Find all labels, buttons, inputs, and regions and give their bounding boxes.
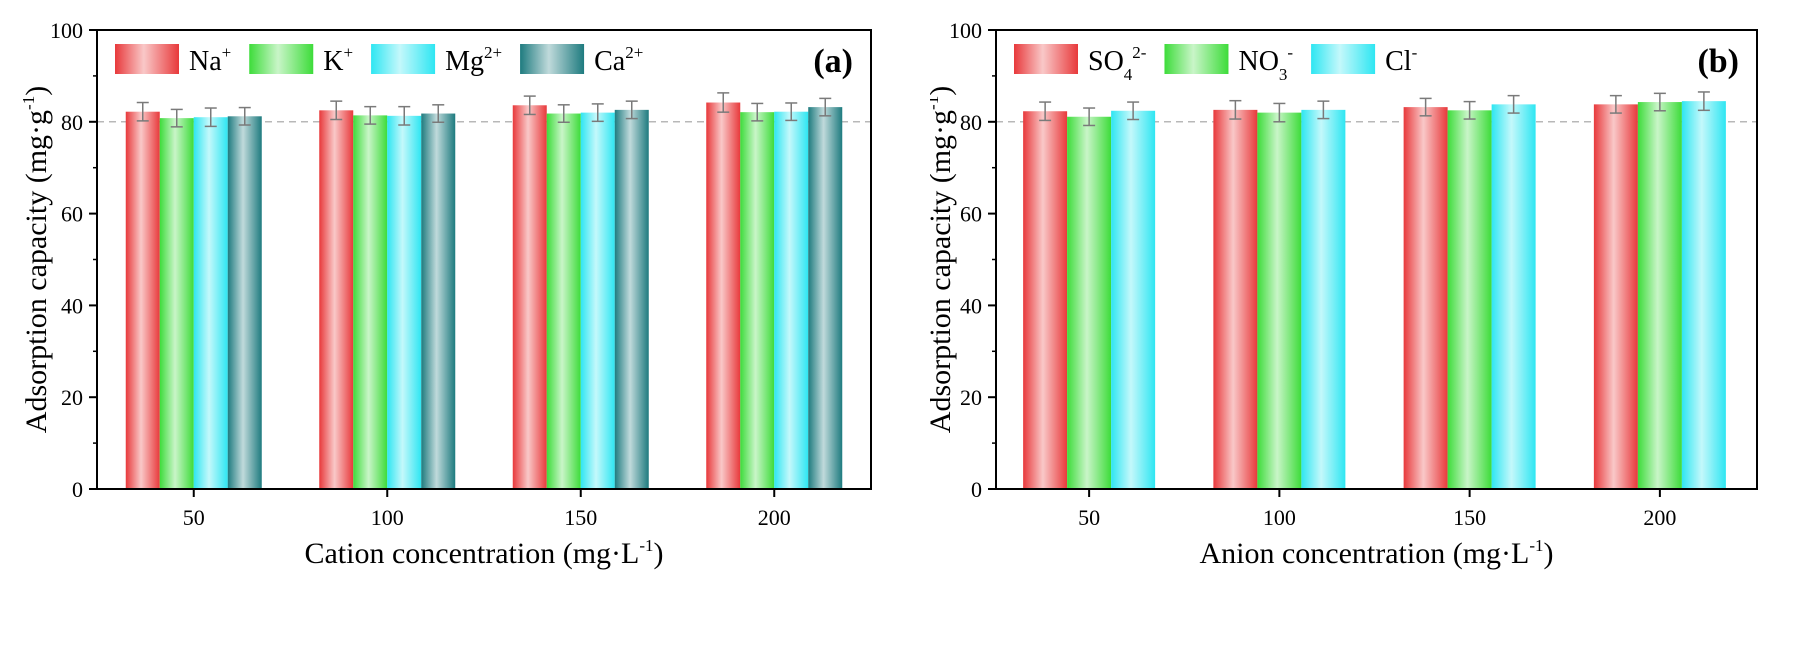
y-tick-label: 100 xyxy=(50,18,83,43)
bar-ca-50 xyxy=(227,116,262,490)
chart-b: 50 100 150 200 0 20 40 60 80 100 Anion concentrati… xyxy=(930,18,1758,570)
y-tick-label: 0 xyxy=(72,477,83,502)
bar-no-150 xyxy=(1447,110,1492,489)
chart-panel-b: 50 100 150 200 0 20 40 60 80 100 Anion concentrati… xyxy=(930,0,1809,653)
bar-ca-150 xyxy=(614,109,649,489)
bar-k-200 xyxy=(740,112,775,489)
y-tick-label: 60 xyxy=(61,202,83,227)
bar-so-100 xyxy=(1213,109,1258,489)
y-tick-label: 20 xyxy=(960,385,982,410)
bar-cl-50 xyxy=(1111,110,1156,489)
chart-panel-a: 50 100 150 200 0 20 40 60 80 100 Cation concentrat… xyxy=(19,18,872,570)
legend-label: Ca2+ xyxy=(594,43,643,77)
legend-swatch xyxy=(371,44,436,74)
bar-mg-50 xyxy=(193,117,228,490)
chart-a: 50 100 150 200 0 20 40 60 80 100 Cation concentrat… xyxy=(19,18,872,570)
bar-no-50 xyxy=(1067,116,1112,489)
legend-swatch xyxy=(1164,44,1229,74)
y-tick-label: 0 xyxy=(971,477,982,502)
bar-no-200 xyxy=(1637,102,1682,490)
legend-label: Mg2+ xyxy=(445,43,502,77)
x-tick-label: 50 xyxy=(183,505,205,530)
x-tick-label: 50 xyxy=(1078,505,1100,530)
y-tick-label: 80 xyxy=(61,110,83,135)
bar-k-100 xyxy=(353,115,388,490)
y-axis-title: Adsorption capacity (mg·g-1) xyxy=(930,86,957,433)
bar-k-50 xyxy=(159,118,194,490)
bar-no-100 xyxy=(1257,112,1302,490)
legend-swatch xyxy=(249,44,314,74)
bar-cl-100 xyxy=(1301,109,1346,489)
legend-swatch xyxy=(1311,44,1376,74)
bar-na-200 xyxy=(706,102,741,489)
x-tick-label: 200 xyxy=(758,505,791,530)
legend-swatch xyxy=(115,44,179,74)
legend-label: NO3- xyxy=(1238,43,1293,84)
x-tick-label: 150 xyxy=(564,505,597,530)
x-axis-title: Anion concentration (mg·L-1) xyxy=(1199,536,1553,570)
legend-label: SO42- xyxy=(1088,43,1147,84)
legend-label: K+ xyxy=(323,43,353,77)
y-tick-label: 40 xyxy=(61,293,83,318)
bar-na-100 xyxy=(319,110,354,489)
panel-label: (a) xyxy=(813,43,853,80)
y-axis-title: Adsorption capacity (mg·g-1) xyxy=(19,86,53,433)
x-tick-label: 100 xyxy=(1263,505,1296,530)
bar-na-150 xyxy=(512,105,547,489)
bar-so-50 xyxy=(1023,111,1068,490)
y-tick-label: 40 xyxy=(960,293,982,318)
legend-swatch xyxy=(520,44,585,74)
bar-cl-200 xyxy=(1681,101,1726,490)
y-tick-label: 100 xyxy=(949,18,982,43)
y-tick-label: 60 xyxy=(960,202,982,227)
bar-k-150 xyxy=(546,113,581,490)
x-tick-label: 200 xyxy=(1643,505,1676,530)
x-axis-title: Cation concentration (mg·L-1) xyxy=(304,536,663,570)
bar-ca-200 xyxy=(808,107,843,489)
y-tick-label: 20 xyxy=(61,385,83,410)
bar-so-200 xyxy=(1593,104,1638,489)
bar-cl-150 xyxy=(1491,104,1536,489)
panel-label: (b) xyxy=(1697,43,1739,80)
bar-so-150 xyxy=(1403,107,1448,489)
bar-mg-200 xyxy=(774,111,809,490)
bar-mg-100 xyxy=(387,115,422,489)
legend-swatch xyxy=(1014,44,1078,74)
bar-na-50 xyxy=(125,111,160,490)
y-tick-label: 80 xyxy=(960,110,982,135)
legend-label: Na+ xyxy=(189,43,231,77)
legend-label: Cl- xyxy=(1385,43,1417,77)
bar-ca-100 xyxy=(421,113,456,490)
bar-mg-150 xyxy=(580,112,615,490)
x-tick-label: 150 xyxy=(1453,505,1486,530)
x-tick-label: 100 xyxy=(371,505,404,530)
